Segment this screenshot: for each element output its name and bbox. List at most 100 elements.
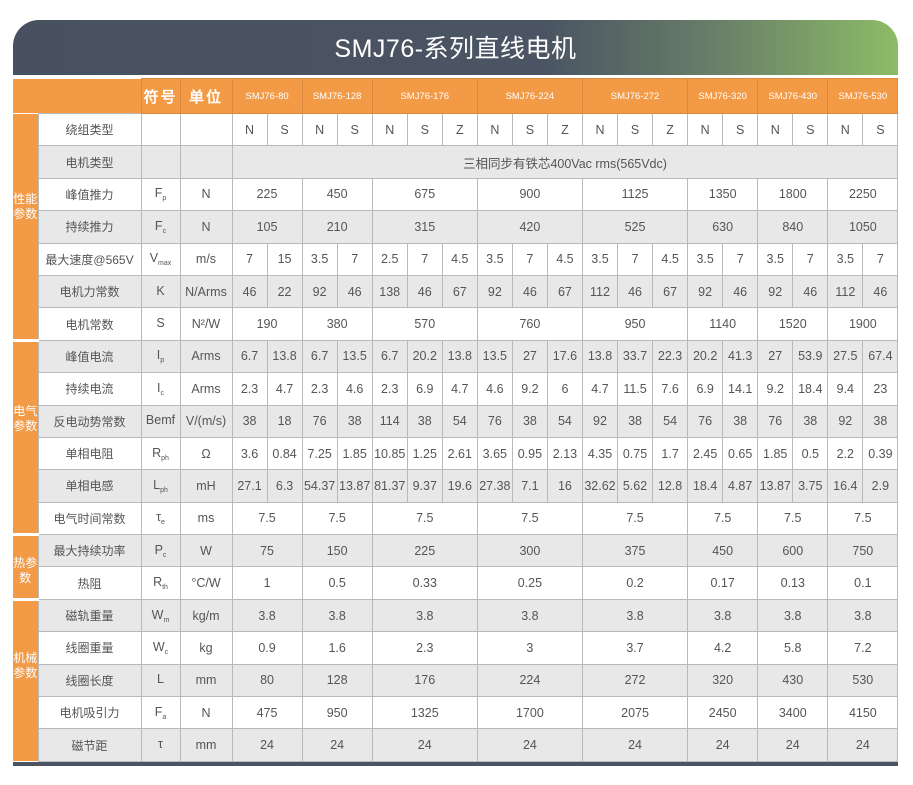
- value-cell: 46: [792, 274, 829, 309]
- value-cell: 53.9: [792, 339, 829, 374]
- table-row: 持续推力 Fc N 105 210 315 420 525 630 840 1050: [13, 210, 899, 244]
- symbol-base: L: [153, 477, 161, 492]
- param-symbol: τ: [140, 728, 181, 762]
- param-symbol: Bemf: [140, 404, 181, 438]
- value-cell: 225: [371, 534, 478, 568]
- param-name: 磁节距: [37, 728, 142, 762]
- value-cell: 46: [722, 274, 759, 309]
- param-name: 最大持续功率: [37, 534, 142, 568]
- value-cell: S: [722, 112, 759, 147]
- header-model: SMJ76-128: [301, 78, 373, 114]
- value-cell: 300: [476, 534, 583, 568]
- value-cell: 1.6: [301, 631, 373, 665]
- symbol-subscript: e: [161, 519, 165, 527]
- value-cell: 38: [722, 404, 759, 438]
- value-cell: 840: [757, 210, 829, 244]
- value-cell: 7.5: [371, 501, 478, 536]
- param-unit: N: [179, 696, 233, 730]
- value-cell: 24: [687, 728, 759, 762]
- value-cell: S: [862, 112, 899, 147]
- symbol-base: W: [152, 639, 165, 654]
- value-cell: Z: [652, 112, 689, 147]
- value-cell: 38: [231, 404, 268, 438]
- value-cell: 23: [862, 372, 899, 406]
- value-cell: 0.75: [617, 436, 654, 471]
- value-cell: 18: [266, 404, 303, 438]
- value-cell: 7.5: [581, 501, 689, 536]
- value-cell: 38: [511, 404, 548, 438]
- value-cell: 15: [266, 242, 303, 276]
- param-name: 电机吸引力: [37, 696, 142, 730]
- value-cell: 1350: [687, 177, 759, 212]
- param-symbol: Fp: [140, 177, 181, 212]
- symbol-base: W: [151, 607, 164, 622]
- value-cell: 225: [231, 177, 303, 212]
- value-cell: 92: [301, 274, 338, 309]
- value-cell: N: [371, 112, 408, 147]
- value-cell: 46: [406, 274, 443, 309]
- header-model: SMJ76-530: [827, 78, 899, 114]
- value-cell: 38: [406, 404, 443, 438]
- value-cell: 0.13: [757, 566, 829, 600]
- value-cell: 320: [687, 663, 759, 698]
- value-cell: 7.6: [652, 372, 689, 406]
- header-blank: [13, 78, 141, 114]
- table-row: 峰值推力 Fp N 225 450 675 900 1125 1350 1800 2250: [13, 177, 899, 212]
- value-cell: 46: [231, 274, 268, 309]
- table-row: 电机常数 S N²/W 190 380 570 760 950 1140 1520 1900: [13, 307, 899, 341]
- param-unit: N²/W: [179, 307, 233, 341]
- symbol-subscript: c: [162, 551, 167, 559]
- table-row: 热阻 Rth °C/W 1 0.5 0.33 0.25 0.2 0.17 0.13 0.1: [13, 566, 899, 600]
- value-cell: 0.5: [792, 436, 829, 471]
- header-model: SMJ76-80: [231, 78, 303, 114]
- value-cell: 150: [301, 534, 373, 568]
- value-cell: 105: [231, 210, 303, 244]
- table-row: 电气参数 峰值电流 Ip Arms 6.7 13.8 6.7 13.5 6.7 20.2 13.8 1…: [13, 338, 899, 535]
- param-unit: [179, 112, 233, 147]
- value-cell: 210: [301, 210, 373, 244]
- value-cell: 190: [231, 307, 303, 341]
- value-cell: 4.87: [722, 469, 759, 503]
- value-cell: N: [581, 112, 619, 147]
- value-cell: Z: [441, 112, 478, 147]
- symbol-subscript: ph: [161, 454, 169, 462]
- value-cell: Z: [546, 112, 583, 147]
- value-cell: 24: [581, 728, 689, 762]
- param-unit: mm: [179, 728, 233, 762]
- value-cell: 6.7: [301, 339, 338, 374]
- value-cell: 13.8: [266, 339, 303, 374]
- value-cell: 6.7: [231, 339, 268, 374]
- value-cell: 7: [617, 242, 654, 276]
- param-unit: N: [179, 177, 233, 212]
- symbol-subscript: m: [163, 616, 170, 624]
- param-unit: W: [179, 534, 233, 568]
- value-cell: 13.5: [336, 339, 373, 374]
- value-cell: 3.5: [301, 242, 338, 276]
- value-cell: 67: [441, 274, 478, 309]
- value-cell: 3.5: [757, 242, 794, 276]
- symbol-base: F: [154, 704, 163, 719]
- param-symbol: Fa: [140, 696, 181, 730]
- value-cell: 224: [476, 663, 583, 698]
- value-cell: 92: [476, 274, 513, 309]
- value-cell: 530: [827, 663, 899, 698]
- value-cell: 76: [687, 404, 724, 438]
- value-cell: N: [231, 112, 268, 147]
- value-cell: 三相同步有铁芯400Vac rms(565Vdc): [231, 145, 899, 179]
- symbol-base: K: [156, 283, 165, 298]
- param-unit: Ω: [179, 436, 233, 471]
- value-cell: 24: [371, 728, 478, 762]
- value-cell: 13.8: [441, 339, 478, 374]
- value-cell: 3.8: [827, 598, 899, 633]
- value-cell: 3.5: [581, 242, 619, 276]
- value-cell: 75: [231, 534, 303, 568]
- table-row: 机械参数 磁轨重量 Wm kg/m 3.8 3.8 3.8 3.8 3.8 3.8 3.8 3.8: [13, 597, 899, 762]
- value-cell: 1125: [581, 177, 689, 212]
- symbol-subscript: p: [160, 357, 165, 365]
- value-cell: 41.3: [722, 339, 759, 374]
- value-cell: 2.45: [687, 436, 724, 471]
- value-cell: 2250: [827, 177, 899, 212]
- value-cell: 54: [652, 404, 689, 438]
- value-cell: 0.2: [581, 566, 689, 600]
- value-cell: 4.2: [687, 631, 759, 665]
